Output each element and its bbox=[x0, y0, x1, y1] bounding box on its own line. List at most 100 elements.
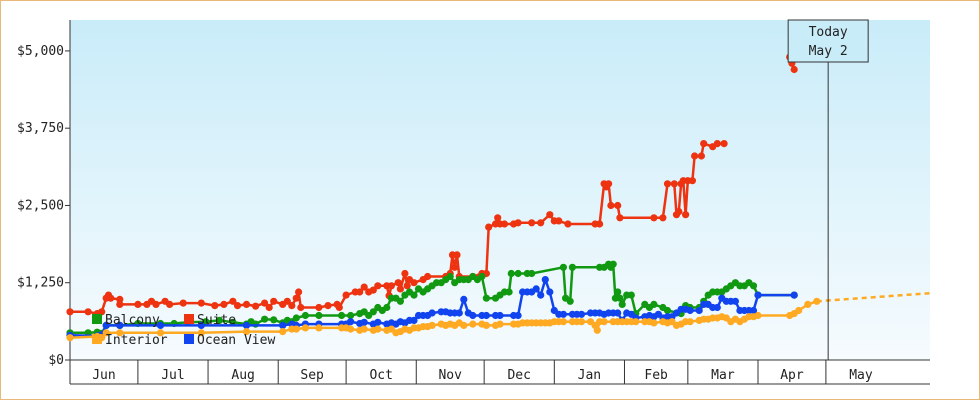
series-interior bbox=[66, 297, 821, 342]
point-suite-85 bbox=[659, 214, 667, 222]
point-balcony-22 bbox=[301, 311, 309, 320]
point-suite-19 bbox=[229, 297, 237, 305]
point-balcony-17 bbox=[270, 316, 278, 324]
point-ocean-view-48 bbox=[532, 285, 540, 293]
point-suite-41 bbox=[369, 286, 377, 294]
point-interior-41 bbox=[496, 320, 504, 328]
point-balcony-23 bbox=[315, 311, 323, 320]
point-ocean-view-35 bbox=[455, 309, 463, 317]
point-suite-22 bbox=[252, 302, 260, 310]
point-interior-17 bbox=[360, 325, 368, 333]
point-interior-37 bbox=[469, 320, 477, 328]
x-month-label-7: Jan bbox=[578, 368, 601, 383]
point-balcony-77 bbox=[627, 291, 635, 299]
point-suite-65 bbox=[494, 214, 502, 222]
y-tick-label-4: $5,000 bbox=[17, 44, 64, 59]
point-suite-96 bbox=[697, 152, 706, 160]
point-balcony-54 bbox=[482, 294, 490, 302]
point-ocean-view-19 bbox=[374, 318, 382, 326]
point-interior-11 bbox=[301, 324, 309, 332]
point-ocean-view-44 bbox=[514, 311, 522, 320]
point-suite-33 bbox=[324, 302, 332, 310]
point-suite-49 bbox=[403, 282, 411, 290]
x-month-label-4: Oct bbox=[369, 368, 392, 383]
point-ocean-view-38 bbox=[469, 311, 477, 320]
legend-swatch-balcony bbox=[92, 314, 102, 324]
x-month-label-11: May bbox=[849, 368, 873, 383]
point-suite-92 bbox=[682, 211, 690, 219]
series-ocean-view bbox=[66, 276, 798, 340]
point-interior-15 bbox=[347, 325, 355, 333]
point-suite-53 bbox=[424, 272, 432, 281]
point-balcony-83 bbox=[663, 306, 672, 315]
point-suite-15 bbox=[179, 299, 187, 307]
point-suite-17 bbox=[211, 302, 219, 310]
point-balcony-29 bbox=[369, 308, 377, 316]
point-balcony-32 bbox=[383, 303, 391, 312]
point-interior-30 bbox=[428, 321, 436, 329]
point-interior-6 bbox=[197, 329, 205, 337]
point-ocean-view-50 bbox=[541, 276, 549, 284]
point-ocean-view-8 bbox=[279, 321, 287, 329]
point-ocean-view-3 bbox=[102, 321, 110, 329]
x-month-label-2: Aug bbox=[231, 368, 254, 383]
point-suite-7 bbox=[116, 295, 124, 303]
point-balcony-60 bbox=[514, 269, 522, 278]
point-suite-86 bbox=[663, 180, 672, 188]
point-suite-31 bbox=[297, 303, 305, 312]
point-balcony-63 bbox=[559, 263, 568, 271]
point-ocean-view-79 bbox=[686, 306, 694, 315]
point-suite-16 bbox=[197, 299, 205, 307]
point-suite-99 bbox=[713, 140, 721, 148]
legend-label-balcony: Balcony bbox=[105, 313, 160, 328]
today-label: Today bbox=[809, 25, 848, 40]
point-suite-42 bbox=[374, 282, 382, 290]
point-suite-24 bbox=[265, 303, 273, 312]
point-interior-56 bbox=[577, 318, 586, 326]
legend-label-ocean-view: Ocean View bbox=[197, 333, 275, 348]
y-tick-label-3: $3,750 bbox=[17, 121, 64, 136]
point-ocean-view-6 bbox=[197, 321, 205, 329]
point-suite-29 bbox=[292, 294, 300, 302]
point-suite-72 bbox=[546, 211, 554, 219]
point-interior-36 bbox=[460, 321, 468, 329]
point-suite-89 bbox=[675, 208, 683, 216]
point-suite-1 bbox=[84, 308, 92, 316]
point-suite-14 bbox=[166, 300, 174, 308]
point-interior-8 bbox=[279, 328, 287, 336]
point-suite-95 bbox=[691, 152, 699, 160]
point-suite-58 bbox=[453, 251, 461, 259]
y-tick-label-1: $1,250 bbox=[17, 276, 64, 291]
point-ocean-view-88 bbox=[731, 297, 740, 305]
point-ocean-view-92 bbox=[749, 306, 758, 315]
point-suite-0 bbox=[66, 308, 74, 316]
x-month-label-10: Apr bbox=[780, 368, 804, 383]
point-ocean-view-5 bbox=[156, 321, 165, 329]
y-tick-label-0: $0 bbox=[48, 353, 64, 368]
point-balcony-12 bbox=[229, 318, 237, 326]
point-suite-21 bbox=[242, 300, 251, 308]
point-suite-71 bbox=[537, 219, 545, 227]
point-balcony-58 bbox=[505, 288, 513, 296]
point-suite-67 bbox=[500, 220, 509, 228]
point-ocean-view-80 bbox=[695, 306, 703, 315]
point-suite-48 bbox=[401, 269, 409, 278]
point-suite-32 bbox=[315, 303, 323, 312]
point-interior-77 bbox=[686, 318, 694, 326]
point-balcony-73 bbox=[614, 288, 622, 296]
point-suite-35 bbox=[335, 303, 343, 312]
point-suite-63 bbox=[485, 223, 493, 231]
x-month-label-3: Sep bbox=[300, 368, 324, 383]
point-balcony-25 bbox=[347, 311, 355, 320]
point-suite-83 bbox=[616, 214, 624, 222]
legend-swatch-ocean-view bbox=[184, 334, 194, 344]
point-ocean-view-7 bbox=[242, 321, 251, 329]
x-month-label-0: Jun bbox=[92, 368, 115, 383]
point-ocean-view-93 bbox=[754, 291, 762, 299]
point-suite-87 bbox=[670, 180, 678, 188]
point-suite-6 bbox=[107, 294, 115, 302]
point-balcony-38 bbox=[410, 291, 418, 299]
point-balcony-24 bbox=[338, 311, 346, 320]
point-suite-103 bbox=[790, 65, 798, 74]
point-suite-45 bbox=[387, 282, 395, 290]
